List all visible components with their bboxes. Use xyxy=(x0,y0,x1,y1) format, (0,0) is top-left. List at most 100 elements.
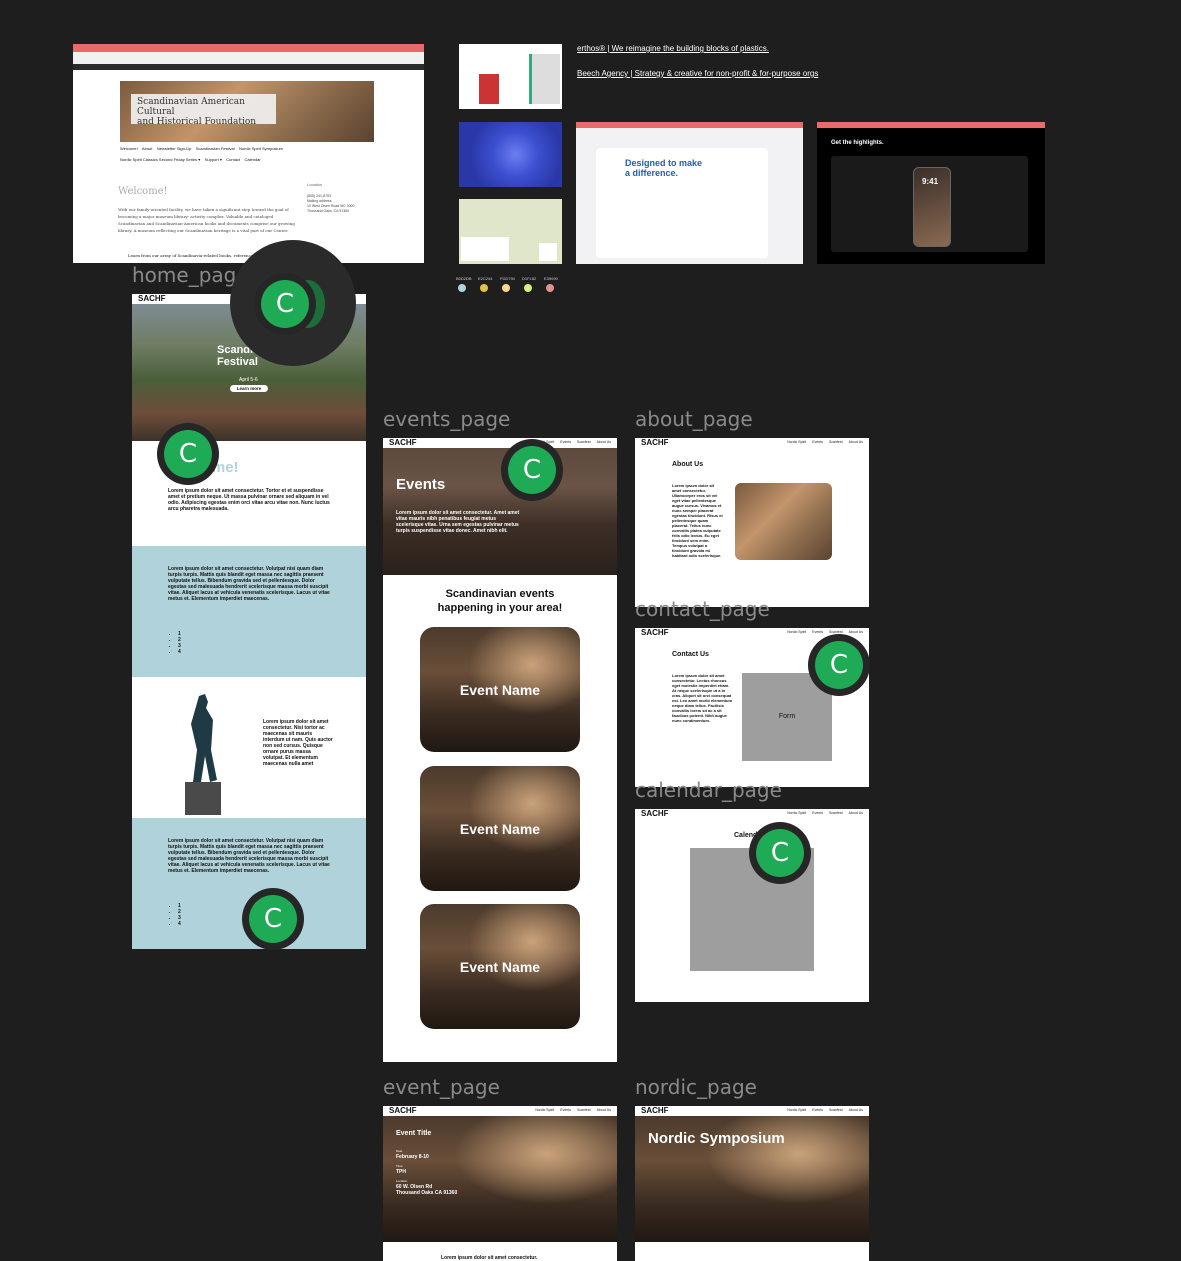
brand-logo[interactable]: SACHF xyxy=(389,1106,417,1115)
nav-link-events[interactable]: Events xyxy=(812,1108,823,1112)
event-card[interactable]: Event Name xyxy=(420,766,580,891)
event-card[interactable]: Event Name xyxy=(420,627,580,752)
nav-links: Nordic Spirit Events Scanfest About Us xyxy=(535,440,611,444)
nav-link-events[interactable]: Events xyxy=(812,440,823,444)
swatch-item: B0D2DB xyxy=(456,276,472,292)
swatch-dot xyxy=(458,284,466,292)
nav-link-nordic-spirit[interactable]: Nordic Spirit xyxy=(535,1108,555,1112)
calendar-title: Calendar xyxy=(734,832,764,839)
event-location-label: Location xyxy=(396,1179,408,1183)
browser-tab-bar xyxy=(817,122,1045,128)
site-title-box: Scandinavian American Cultural and Histo… xyxy=(131,94,276,127)
beech-thumbnail[interactable] xyxy=(459,122,562,187)
brand-logo[interactable]: SACHF xyxy=(641,438,669,447)
thumb-panel xyxy=(539,243,557,261)
home-page-frame: SACHF Scandinavian Festival April 5-6 Le… xyxy=(132,294,366,949)
event-body-text: Lorem ipsum dolor sit amet consectetur. xyxy=(441,1255,538,1261)
swatch-label: D1F182 xyxy=(522,276,537,281)
swatch-label: E39090 xyxy=(544,276,558,281)
event-card[interactable]: Event Name xyxy=(420,904,580,1029)
nav-link-scanfest[interactable]: Scanfest xyxy=(828,1108,843,1112)
nordic-title: Nordic Symposium xyxy=(648,1130,785,1147)
nav-link-scanfest[interactable]: Scanfest xyxy=(576,1108,591,1112)
site-sidebar-heading: Location xyxy=(307,182,323,187)
erthos-link[interactable]: erthos® | We reimagine the building bloc… xyxy=(577,44,769,53)
nordic-hero-image xyxy=(635,1116,869,1242)
phone-time: 9:41 xyxy=(922,177,939,186)
apple-reference-1: Designed to make a difference. xyxy=(576,122,803,264)
brand-logo[interactable]: SACHF xyxy=(641,809,669,818)
nav-links: Nordic Spirit Events Scanfest About Us xyxy=(787,1108,863,1112)
comment-avatar-icon[interactable]: C xyxy=(815,641,863,689)
comment-avatar-icon[interactable]: C xyxy=(164,430,212,478)
erthos-thumbnail[interactable] xyxy=(459,44,562,109)
nav-link-about[interactable]: About Us xyxy=(596,1108,611,1112)
nav-link-nordic-spirit[interactable]: Nordic Spirit xyxy=(787,630,807,634)
nav-link-scanfest[interactable]: Scanfest xyxy=(828,440,843,444)
list-item: 3 xyxy=(178,643,181,649)
map-thumbnail[interactable] xyxy=(459,199,562,264)
site-nav-row1[interactable]: Welcome! About Newsletter Sign-Up Scandi… xyxy=(120,146,283,151)
event-date: February 8-10 xyxy=(396,1154,429,1160)
browser-tab-bar xyxy=(73,44,424,52)
statue-icon xyxy=(185,694,221,815)
home-info-block-2: Lorem ipsum dolor sit amet consectetur. … xyxy=(132,818,366,949)
nav-link-events[interactable]: Events xyxy=(812,630,823,634)
site-title-line1: Scandinavian American Cultural xyxy=(137,97,245,117)
statue-text: Lorem ipsum dolor sit amet consectetur. … xyxy=(263,719,333,767)
nav-link-nordic-spirit[interactable]: Nordic Spirit xyxy=(787,440,807,444)
comment-avatar-icon[interactable]: C xyxy=(249,895,297,943)
info-block-text: Lorem ipsum dolor sit amet consectetur. … xyxy=(168,566,330,602)
comment-avatar-icon[interactable]: C xyxy=(756,829,804,877)
about-text: Lorem ipsum dolor sit amet consectetur. … xyxy=(672,483,723,558)
brand-logo[interactable]: SACHF xyxy=(138,294,166,303)
brand-logo[interactable]: SACHF xyxy=(641,628,669,637)
nav-link-scanfest[interactable]: Scanfest xyxy=(576,440,591,444)
apple-heading-line2: a difference. xyxy=(625,168,679,178)
nav-link-nordic-spirit[interactable]: Nordic Spirit xyxy=(535,440,555,444)
nav-link-about[interactable]: About Us xyxy=(848,1108,863,1112)
nav-link-events[interactable]: Events xyxy=(560,1108,571,1112)
nav-links: Nordic Spirit Events Scanfest About Us xyxy=(787,630,863,634)
color-swatches: B0D2DB E2C244 FDD790 D1F182 E39090 xyxy=(456,276,558,292)
nav-link-about[interactable]: About Us xyxy=(848,811,863,815)
nav-link-about[interactable]: About Us xyxy=(596,440,611,444)
events-subtitle: Scandinavian events happening in your ar… xyxy=(437,588,563,614)
nav-link-about[interactable]: About Us xyxy=(848,440,863,444)
thumb-graphic xyxy=(529,54,560,104)
thumb-graphic xyxy=(479,74,499,104)
nav-link-scanfest[interactable]: Scanfest xyxy=(828,630,843,634)
event-time-label: Time xyxy=(396,1164,403,1168)
brand-logo[interactable]: SACHF xyxy=(389,438,417,447)
site-nav: SACHF Nordic Spirit Events Scanfest Abou… xyxy=(635,1106,869,1116)
info-block-text: Lorem ipsum dolor sit amet consectetur. … xyxy=(168,838,330,874)
events-page-frame: SACHF Nordic Spirit Events Scanfest Abou… xyxy=(383,438,617,1062)
swatch-dot xyxy=(524,284,532,292)
frame-label-event: event_page xyxy=(383,1075,500,1099)
comment-avatar-icon[interactable]: C xyxy=(261,280,309,328)
sidebar-line: Thousand Oaks, CA 91360 xyxy=(307,209,350,213)
home-info-block-1: Lorem ipsum dolor sit amet consectetur. … xyxy=(132,546,366,677)
nav-link-events[interactable]: Events xyxy=(812,811,823,815)
contact-form-placeholder[interactable]: Form xyxy=(742,673,832,761)
nav-link-nordic-spirit[interactable]: Nordic Spirit xyxy=(787,811,807,815)
hero-learn-more-button[interactable]: Learn more xyxy=(230,385,268,392)
list-item: 2 xyxy=(178,637,181,643)
site-title-line2: and Historical Foundation xyxy=(137,117,257,127)
site-nav-row2[interactable]: Nordic Spirit Classics Second Friday Ser… xyxy=(120,157,261,162)
nav-link-events[interactable]: Events xyxy=(560,440,571,444)
swatch-label: B0D2DB xyxy=(456,276,472,281)
event-details: Date February 8-10 Time TPH Location 60 … xyxy=(396,1149,457,1196)
nav-link-scanfest[interactable]: Scanfest xyxy=(828,811,843,815)
nav-link-nordic-spirit[interactable]: Nordic Spirit xyxy=(787,1108,807,1112)
beech-link[interactable]: Beech Agency | Strategy & creative for n… xyxy=(577,69,819,78)
nav-links: Nordic Spirit Events Scanfest About Us xyxy=(535,1108,611,1112)
frame-label-contact: contact_page xyxy=(635,597,770,621)
content-card xyxy=(596,148,768,258)
swatch-dot xyxy=(546,284,554,292)
comment-avatar-icon[interactable]: C xyxy=(508,446,556,494)
nav-link-about[interactable]: About Us xyxy=(848,630,863,634)
event-location-line2: Thousand Oaks CA 91360 xyxy=(396,1190,458,1196)
list-item: 1 xyxy=(178,631,181,637)
brand-logo[interactable]: SACHF xyxy=(641,1106,669,1115)
